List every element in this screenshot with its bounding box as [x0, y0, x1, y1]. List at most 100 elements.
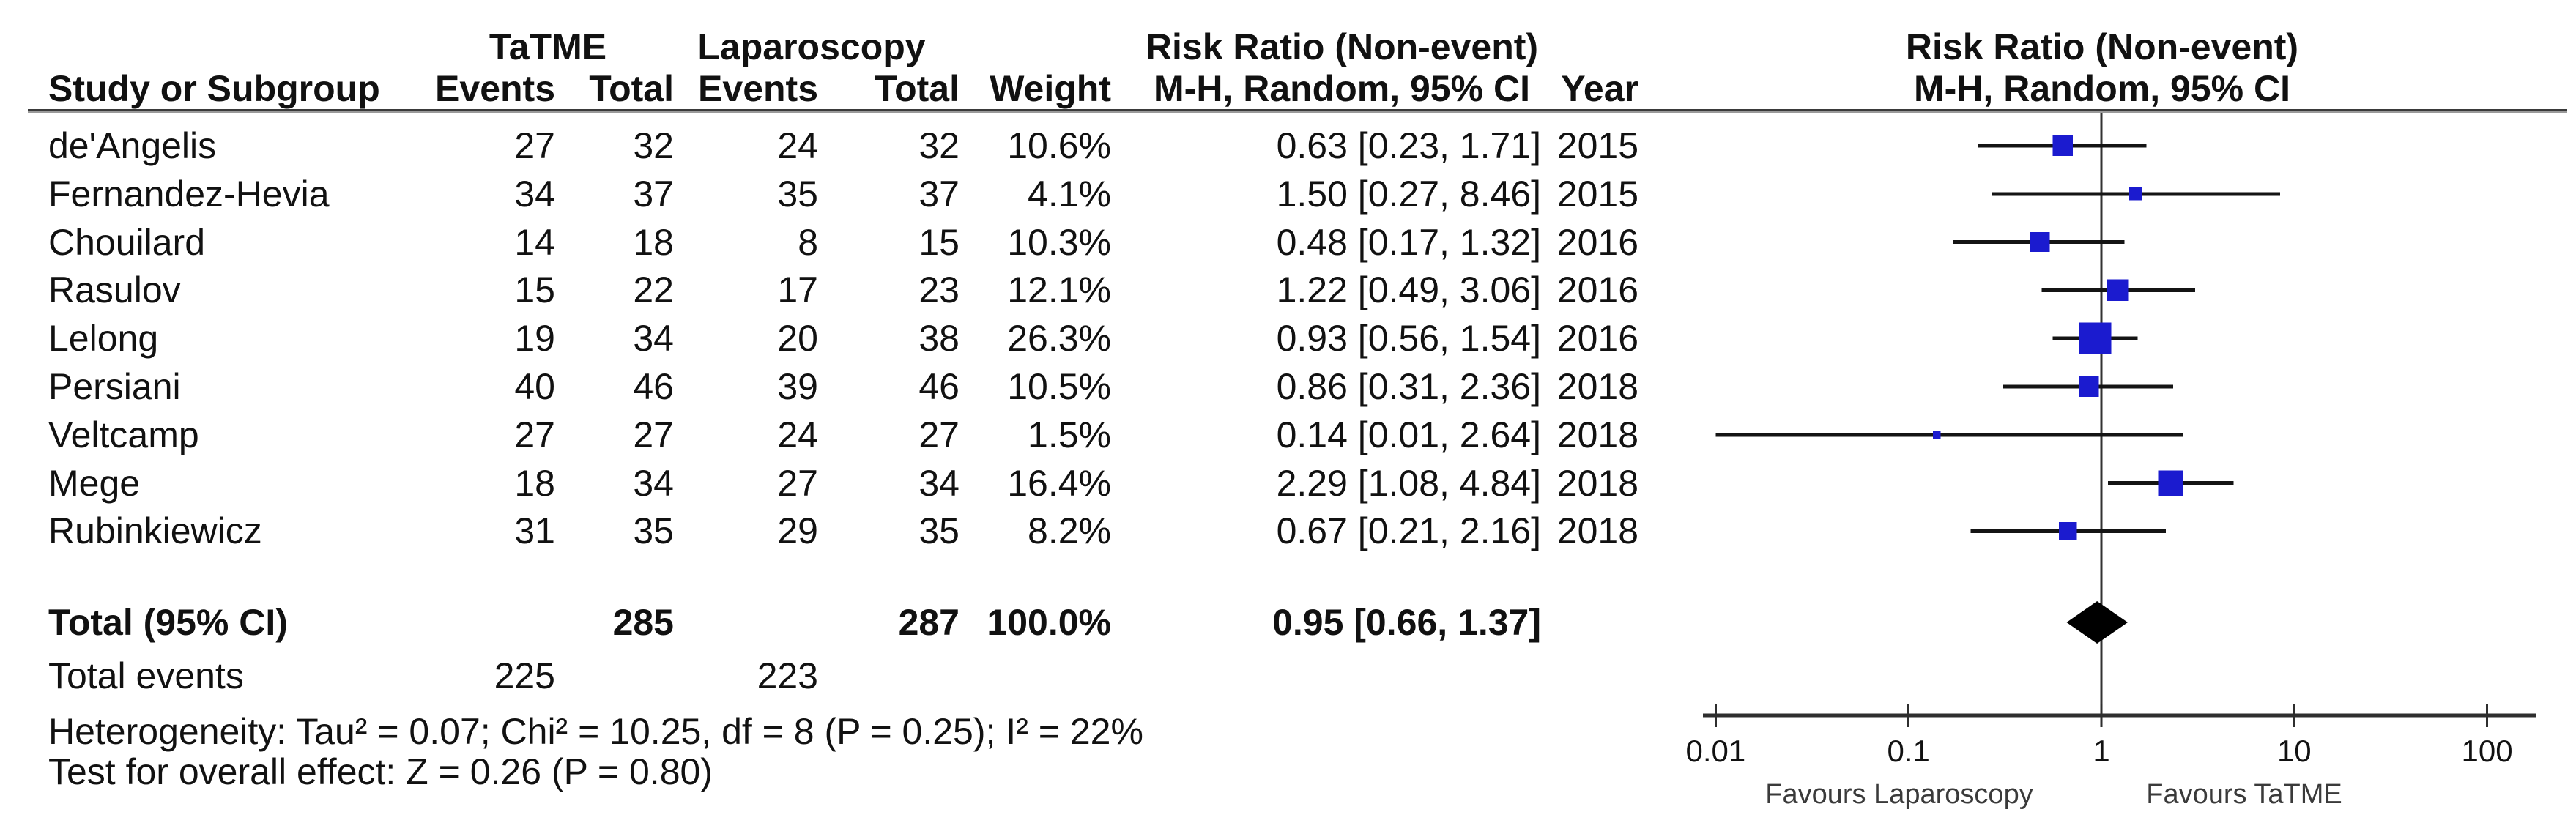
axis-tick-label: 0.1	[1888, 734, 1930, 768]
axis-tick-label: 100	[2462, 734, 2513, 768]
study-rr-text: 0.14 [0.01, 2.64]	[1276, 414, 1541, 455]
header-rule	[28, 109, 2567, 113]
study-tot1: 46	[633, 366, 674, 407]
study-tot1: 34	[633, 318, 674, 360]
total-events-label: Total events	[48, 655, 244, 696]
study-name: Rubinkiewicz	[48, 510, 262, 552]
study-name: Chouilard	[48, 221, 206, 263]
plot-method-header: M-H, Random, 95% CI	[1914, 68, 2290, 109]
study-year: 2018	[1556, 510, 1638, 552]
total-group1-n: 285	[612, 602, 674, 643]
total-events-group1: 225	[494, 655, 555, 696]
study-weight: 10.6%	[1007, 125, 1111, 166]
study-year: 2018	[1556, 462, 1638, 504]
favours-right-label: Favours TaTME	[2146, 779, 2342, 810]
study-ev2: 24	[777, 414, 818, 455]
study-year: 2015	[1556, 125, 1638, 166]
effect-square-icon	[2052, 135, 2074, 156]
study-year: 2016	[1556, 269, 1638, 311]
study-tot2: 37	[918, 173, 959, 215]
effect-square-icon	[2107, 279, 2129, 302]
study-year: 2018	[1556, 414, 1638, 455]
axis-tick-label: 0.01	[1686, 734, 1746, 768]
group2-events-header: Events	[698, 68, 818, 109]
study-weight: 1.5%	[1028, 414, 1111, 455]
study-name: Veltcamp	[48, 414, 199, 455]
study-name: Mege	[48, 462, 141, 504]
study-year: 2016	[1556, 318, 1638, 360]
group1-events-header: Events	[435, 68, 555, 109]
study-tot1: 32	[633, 125, 674, 166]
study-ev1: 15	[514, 269, 555, 311]
effect-square-icon	[2158, 470, 2183, 496]
study-tot2: 32	[918, 125, 959, 166]
study-ev2: 20	[777, 318, 818, 360]
study-column-header: Study or Subgroup	[48, 68, 380, 109]
effect-square-icon	[2030, 231, 2050, 253]
study-ev2: 39	[777, 366, 818, 407]
group2-total-header: Total	[875, 68, 959, 109]
study-weight: 10.3%	[1007, 221, 1111, 263]
study-ev2: 17	[777, 269, 818, 311]
total-row-label: Total (95% CI)	[48, 602, 288, 643]
study-rr-text: 0.86 [0.31, 2.36]	[1276, 366, 1541, 407]
study-rr-text: 0.63 [0.23, 1.71]	[1276, 125, 1541, 166]
study-weight: 12.1%	[1007, 269, 1111, 311]
study-ev1: 18	[514, 462, 555, 504]
study-tot2: 27	[918, 414, 959, 455]
total-estimate: 0.95 [0.66, 1.37]	[1272, 602, 1541, 643]
study-tot1: 34	[633, 462, 674, 504]
effect-square-icon	[1932, 431, 1941, 439]
study-ev2: 29	[777, 510, 818, 552]
study-ev1: 27	[514, 414, 555, 455]
risk-ratio-column-header: Risk Ratio (Non-event)	[1145, 26, 1539, 67]
axis-tick-label: 10	[2277, 734, 2312, 768]
study-ev2: 35	[777, 173, 818, 215]
weight-column-header: Weight	[990, 68, 1111, 109]
method-column-header: M-H, Random, 95% CI	[1154, 68, 1530, 109]
axis-tick-label: 1	[2093, 734, 2109, 768]
study-tot2: 34	[918, 462, 959, 504]
study-tot1: 35	[633, 510, 674, 552]
study-tot1: 22	[633, 269, 674, 311]
study-rr-text: 1.22 [0.49, 3.06]	[1276, 269, 1541, 311]
favours-left-label: Favours Laparoscopy	[1765, 779, 2033, 810]
plot-column-header: Risk Ratio (Non-event)	[1905, 26, 2299, 67]
study-tot1: 37	[633, 173, 674, 215]
study-ev2: 8	[798, 221, 818, 263]
study-ev1: 31	[514, 510, 555, 552]
study-name: de'Angelis	[48, 125, 217, 166]
study-name: Lelong	[48, 318, 159, 360]
effect-square-icon	[2128, 187, 2142, 201]
study-weight: 16.4%	[1007, 462, 1111, 504]
group2-header: Laparoscopy	[697, 26, 926, 67]
study-name: Rasulov	[48, 269, 181, 311]
study-ev1: 14	[514, 221, 555, 263]
study-weight: 26.3%	[1007, 318, 1111, 360]
study-ev1: 40	[514, 366, 555, 407]
study-rr-text: 2.29 [1.08, 4.84]	[1276, 462, 1541, 504]
total-weight: 100.0%	[987, 602, 1111, 643]
study-weight: 10.5%	[1007, 366, 1111, 407]
total-events-group2: 223	[757, 655, 818, 696]
study-weight: 8.2%	[1028, 510, 1111, 552]
study-tot2: 15	[918, 221, 959, 263]
study-ev1: 27	[514, 125, 555, 166]
group1-total-header: Total	[589, 68, 674, 109]
year-column-header: Year	[1561, 68, 1638, 109]
study-ev1: 34	[514, 173, 555, 215]
study-rr-text: 1.50 [0.27, 8.46]	[1276, 173, 1541, 215]
study-name: Persiani	[48, 366, 181, 407]
study-tot2: 38	[918, 318, 959, 360]
study-tot2: 35	[918, 510, 959, 552]
study-rr-text: 0.48 [0.17, 1.32]	[1276, 221, 1541, 263]
study-tot2: 23	[918, 269, 959, 311]
study-rr-text: 0.67 [0.21, 2.16]	[1276, 510, 1541, 552]
study-weight: 4.1%	[1028, 173, 1111, 215]
effect-square-icon	[2078, 376, 2099, 397]
study-ev1: 19	[514, 318, 555, 360]
study-year: 2016	[1556, 221, 1638, 263]
study-year: 2018	[1556, 366, 1638, 407]
